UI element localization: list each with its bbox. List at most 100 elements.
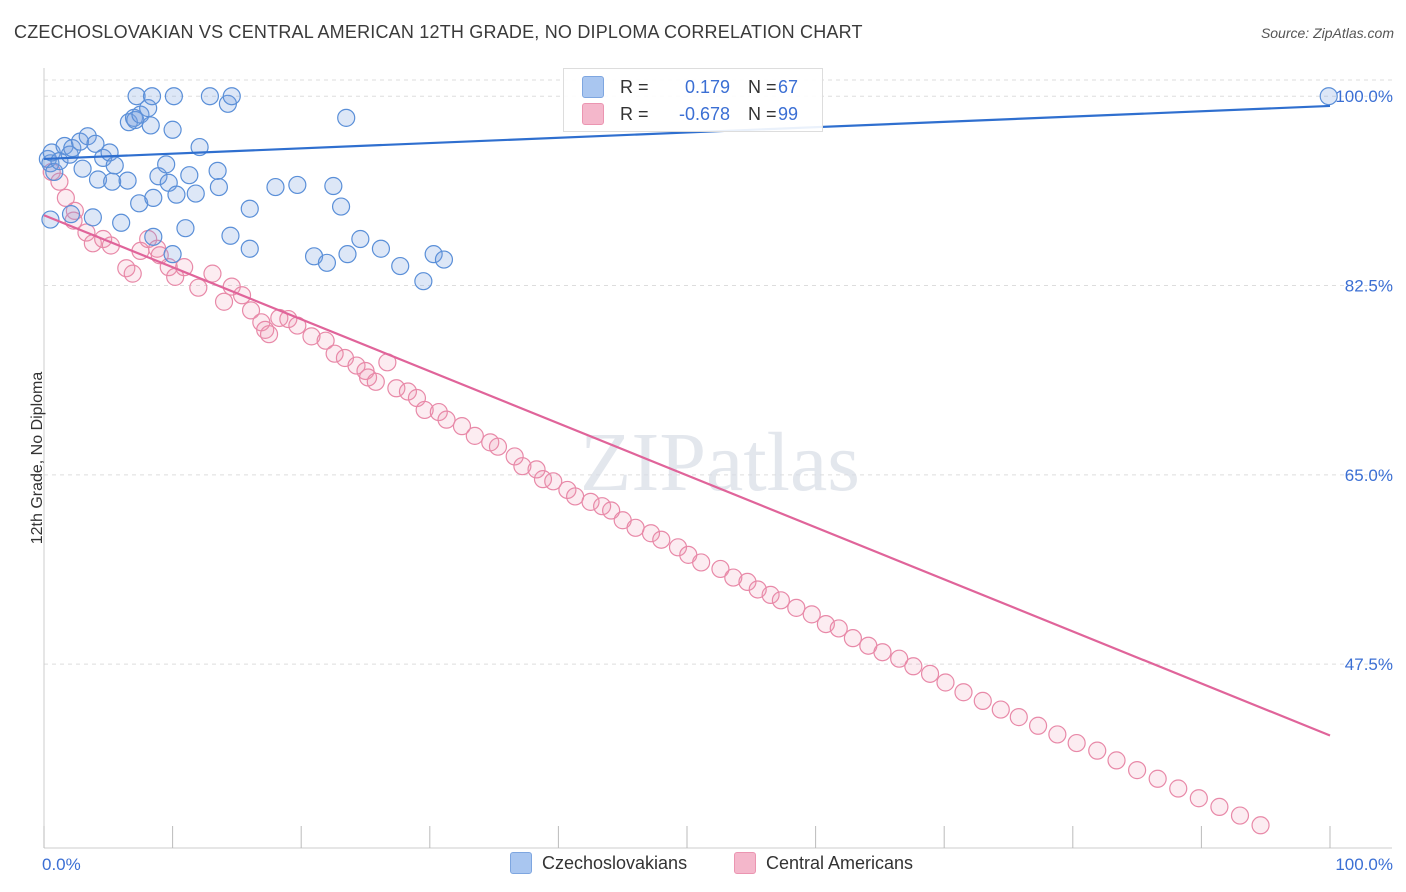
point-czechoslovakians	[141, 116, 160, 135]
legend-item-central-americans: Central Americans	[734, 852, 913, 874]
point-central-americans	[641, 524, 661, 543]
point-central-americans	[452, 417, 472, 436]
axis-layer	[43, 68, 1392, 849]
point-czechoslovakians	[351, 229, 370, 249]
point-czechoslovakians	[142, 87, 162, 106]
point-central-americans	[873, 643, 892, 662]
point-central-americans	[1088, 741, 1107, 760]
point-central-americans	[738, 572, 757, 592]
point-central-americans	[771, 591, 790, 610]
point-central-americans	[991, 700, 1010, 719]
point-central-americans	[488, 437, 508, 456]
point-czechoslovakians	[61, 205, 81, 224]
point-central-americans	[214, 292, 234, 311]
point-central-americans	[302, 327, 321, 346]
legend-label-czechoslovakians: Czechoslovakians	[542, 852, 688, 873]
trend-line-central-americans	[43, 214, 1331, 737]
legend-r-label: R =	[620, 76, 649, 97]
point-czechoslovakians	[176, 219, 195, 238]
point-central-americans	[1107, 751, 1126, 770]
y-tick-label: 47.5%	[1345, 655, 1393, 674]
point-czechoslovakians	[200, 87, 219, 106]
point-central-americans	[1251, 816, 1270, 835]
point-central-americans	[1028, 716, 1048, 735]
point-central-americans	[954, 683, 973, 702]
tick-label-layer: 47.5% 65.0% 82.5% 100.0% 0.0% 100.0%	[42, 87, 1393, 874]
point-czechoslovakians	[45, 162, 64, 182]
point-czechoslovakians	[414, 272, 433, 291]
point-central-americans	[513, 457, 532, 476]
point-czechoslovakians	[78, 127, 97, 146]
point-czechoslovakians	[112, 213, 131, 232]
point-czechoslovakians	[180, 166, 199, 185]
point-central-americans	[1067, 733, 1086, 753]
point-czechoslovakians	[221, 226, 240, 245]
point-central-americans	[711, 559, 730, 579]
point-central-americans	[602, 501, 621, 520]
point-czechoslovakians	[144, 227, 163, 246]
y-tick-label: 82.5%	[1345, 277, 1393, 296]
point-central-americans	[652, 530, 671, 549]
legend-n-value: 67	[778, 76, 799, 97]
legend-n-label: N =	[748, 103, 777, 124]
point-czechoslovakians	[127, 87, 146, 106]
legend-row-czechoslovakians: R = 0.179 N = 67	[582, 75, 798, 99]
point-central-americans	[668, 538, 688, 557]
point-central-americans	[593, 497, 612, 516]
point-czechoslovakians	[118, 171, 137, 190]
y-tick-label: 100.0%	[1335, 87, 1393, 106]
y-tick-label: 65.0%	[1345, 466, 1393, 485]
point-czechoslovakians	[73, 159, 92, 178]
legend-label-central-americans: Central Americans	[766, 852, 914, 873]
x-tick-label: 100.0%	[1335, 855, 1393, 874]
legend-r-label: R =	[620, 103, 649, 124]
legend-row-central-americans: R = -0.678 N = 99	[582, 102, 798, 126]
point-czechoslovakians	[139, 99, 158, 118]
point-central-americans	[544, 472, 563, 491]
point-central-americans	[50, 172, 69, 191]
legend-swatch-blue	[510, 852, 532, 874]
point-czechoslovakians	[317, 253, 337, 272]
point-central-americans	[415, 400, 434, 420]
legend-r-value: -0.678	[678, 103, 730, 124]
point-central-americans	[1009, 708, 1028, 727]
point-central-americans	[1048, 725, 1067, 744]
point-central-americans	[189, 278, 208, 297]
legend-r-value: 0.179	[684, 76, 730, 97]
point-czechoslovakians	[163, 245, 182, 264]
legend-n-label: N =	[748, 76, 777, 97]
legend-swatch-blue	[582, 76, 604, 98]
point-czechoslovakians	[103, 172, 122, 191]
point-czechoslovakians	[167, 185, 186, 204]
point-czechoslovakians	[209, 177, 228, 197]
point-czechoslovakians	[144, 188, 163, 208]
series-legend: Czechoslovakians Central Americans	[0, 852, 1406, 878]
point-central-americans	[316, 331, 335, 350]
point-central-americans	[325, 344, 344, 363]
point-central-americans	[761, 585, 780, 604]
point-central-americans	[787, 598, 806, 617]
point-central-americans	[1189, 789, 1208, 808]
point-central-americans	[890, 649, 909, 668]
point-central-americans	[1210, 797, 1229, 816]
point-czechoslovakians	[1319, 87, 1338, 106]
point-central-americans	[241, 301, 261, 320]
point-central-americans	[1127, 761, 1147, 780]
point-central-americans	[398, 382, 418, 401]
x-tick-label: 0.0%	[42, 855, 81, 874]
point-czechoslovakians	[391, 256, 410, 276]
point-central-americans	[505, 447, 524, 466]
point-czechoslovakians	[371, 239, 391, 258]
point-czechoslovakians	[337, 108, 356, 127]
legend-swatch-pink	[582, 103, 604, 125]
point-czechoslovakians	[331, 197, 351, 216]
point-central-americans	[437, 410, 456, 429]
point-czechoslovakians	[163, 120, 182, 139]
point-central-americans	[527, 460, 546, 479]
point-czechoslovakians	[424, 245, 443, 264]
trend-line-czechoslovakians	[43, 104, 1331, 161]
point-central-americans	[429, 402, 448, 422]
point-central-americans	[626, 518, 645, 537]
point-central-americans	[843, 629, 862, 648]
point-czechoslovakians	[324, 176, 343, 196]
